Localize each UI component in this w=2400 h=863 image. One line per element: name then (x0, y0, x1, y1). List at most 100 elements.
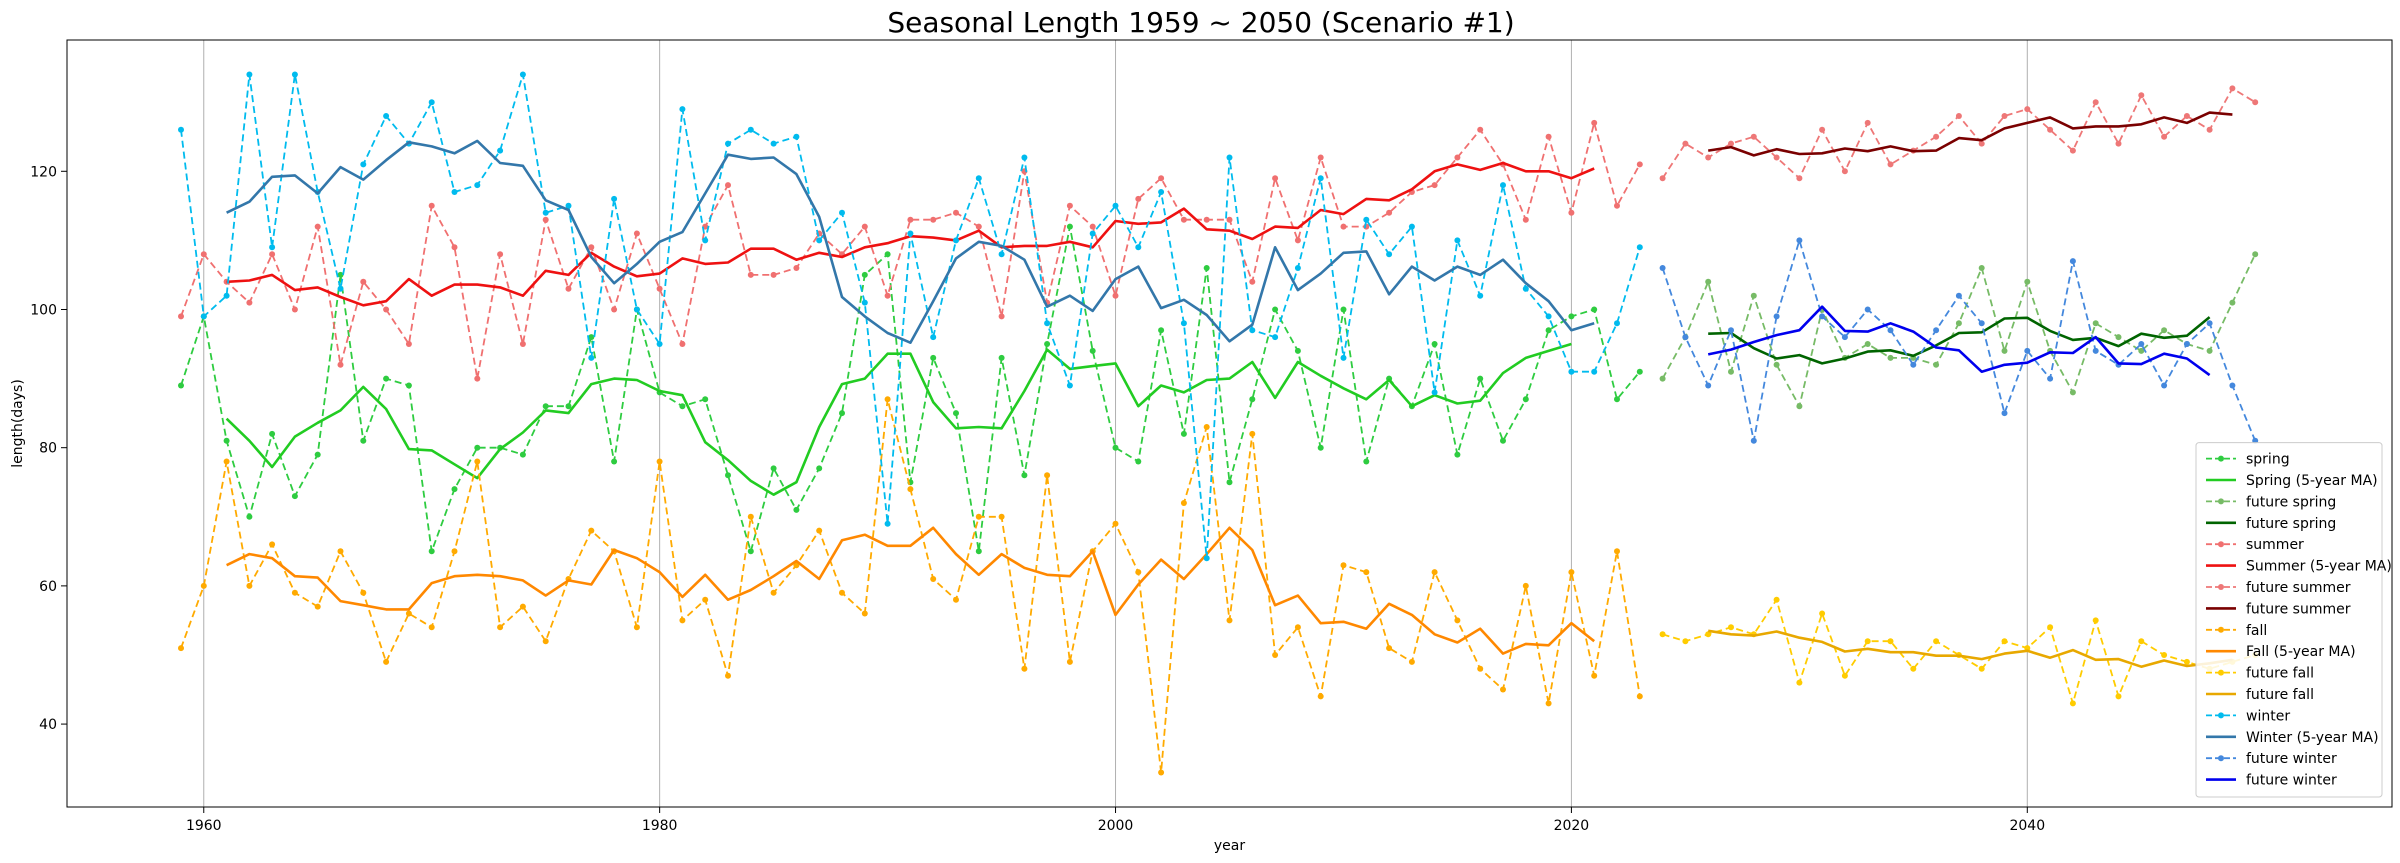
point-spring-1999 (1089, 347, 1096, 354)
point-winter-1996 (1021, 154, 1028, 161)
point-spring-1969 (405, 382, 412, 389)
point-spring-1994 (975, 548, 982, 555)
point-fall-1984 (747, 513, 754, 520)
point-future-fall-2044 (2115, 693, 2122, 700)
point-winter-2020 (1568, 368, 1575, 375)
point-future-winter-2039 (2001, 410, 2008, 417)
point-winter-2017 (1500, 182, 1506, 189)
legend-swatch-marker (2218, 669, 2224, 676)
point-spring-2002 (1158, 327, 1165, 334)
point-spring-1959 (178, 382, 184, 389)
legend-item-future-spring-3: future spring (2206, 516, 2336, 532)
x-tick-label-1960: 1960 (186, 818, 222, 834)
point-winter-1975 (542, 209, 549, 216)
point-future-spring-2048 (2206, 347, 2213, 354)
legend-label: fall (2246, 623, 2267, 639)
legend-label: future summer (2246, 580, 2351, 596)
point-fall-2023 (1636, 693, 1643, 700)
point-future-fall-2042 (2069, 700, 2076, 707)
point-winter-2006 (1249, 327, 1256, 334)
point-spring-1968 (383, 375, 390, 382)
series-summer-4 (178, 119, 1643, 382)
point-summer-2012 (1386, 209, 1393, 216)
point-spring-2007 (1272, 306, 1279, 313)
point-spring-2005 (1226, 479, 1233, 486)
point-future-spring-2027 (1728, 368, 1734, 375)
point-spring-1996 (1021, 472, 1028, 479)
point-summer-2023 (1636, 161, 1643, 168)
legend-swatch-marker (2218, 584, 2224, 590)
y-tick-label-120: 120 (30, 164, 57, 180)
point-spring-2008 (1294, 347, 1301, 354)
point-spring-2020 (1568, 313, 1575, 320)
point-spring-1976 (565, 403, 572, 410)
point-fall-2018 (1522, 582, 1529, 589)
point-future-winter-2049 (2229, 382, 2236, 389)
point-summer-1963 (269, 251, 276, 258)
point-spring-2001 (1135, 458, 1142, 465)
point-winter-2019 (1545, 313, 1552, 320)
legend-item-spring-0: spring (2206, 452, 2290, 468)
legend-item-future-fall-10: future fall (2206, 666, 2314, 682)
legend-item-summer-4: summer (2206, 537, 2304, 553)
point-spring-2018 (1522, 396, 1529, 403)
point-spring-1977 (588, 334, 595, 341)
point-future-fall-2039 (2001, 638, 2008, 645)
point-fall-1995 (998, 513, 1005, 520)
point-future-summer-2045 (2138, 92, 2145, 99)
point-future-winter-2032 (1841, 334, 1848, 341)
point-future-spring-2040 (2024, 278, 2031, 285)
point-fall-1973 (497, 624, 504, 631)
point-summer-1981 (679, 341, 686, 347)
point-summer-2020 (1568, 209, 1575, 216)
point-spring-2011 (1363, 458, 1370, 465)
series-future-fall-11 (1708, 629, 2233, 669)
point-future-spring-2024 (1659, 375, 1666, 382)
point-spring-2009 (1317, 444, 1324, 451)
point-spring-1988 (839, 410, 845, 417)
point-winter-1988 (839, 209, 845, 216)
legend-label: spring (2246, 452, 2290, 468)
point-winter-1986 (793, 133, 800, 140)
point-summer-1971 (451, 244, 458, 251)
point-fall-2010 (1340, 562, 1347, 569)
point-future-summer-2043 (2092, 99, 2099, 106)
point-summer-1965 (314, 223, 321, 230)
point-future-spring-2044 (2115, 334, 2122, 341)
point-winter-1971 (451, 189, 458, 195)
point-winter-1970 (428, 99, 435, 106)
point-winter-1981 (679, 106, 686, 113)
point-winter-1983 (725, 140, 731, 147)
legend-swatch-marker (2218, 712, 2224, 719)
point-future-spring-2028 (1750, 292, 1757, 299)
point-winter-2022 (1614, 320, 1620, 327)
point-summer-2019 (1545, 133, 1552, 140)
point-future-spring-2030 (1796, 403, 1803, 410)
point-spring-1987 (816, 465, 823, 472)
point-summer-2000 (1112, 292, 1119, 299)
point-spring-2016 (1477, 375, 1484, 382)
point-future-summer-2042 (2069, 147, 2076, 154)
point-summer-1974 (519, 341, 526, 347)
point-spring-1978 (611, 458, 618, 465)
legend-label: Summer (5-year MA) (2246, 559, 2392, 575)
point-fall-1965 (314, 603, 321, 610)
point-winter-1979 (633, 306, 640, 313)
point-fall-1967 (360, 589, 367, 596)
y-tick-label-60: 60 (39, 579, 57, 595)
point-fall-1975 (542, 638, 549, 645)
point-winter-2012 (1386, 251, 1393, 258)
point-summer-1976 (565, 285, 572, 292)
point-summer-2016 (1477, 126, 1484, 133)
point-fall-1993 (953, 596, 959, 603)
series-fall-8 (178, 396, 1643, 776)
point-winter-1963 (269, 244, 276, 251)
point-spring-2000 (1112, 444, 1119, 451)
point-fall-2021 (1591, 672, 1598, 679)
point-fall-2022 (1614, 548, 1620, 555)
point-future-summer-2038 (1978, 140, 1985, 147)
y-tick-label-80: 80 (39, 441, 57, 457)
point-winter-1991 (907, 230, 914, 237)
point-summer-1989 (861, 223, 868, 230)
legend-item-winter-5-year-ma-13: Winter (5-year MA) (2206, 730, 2379, 746)
